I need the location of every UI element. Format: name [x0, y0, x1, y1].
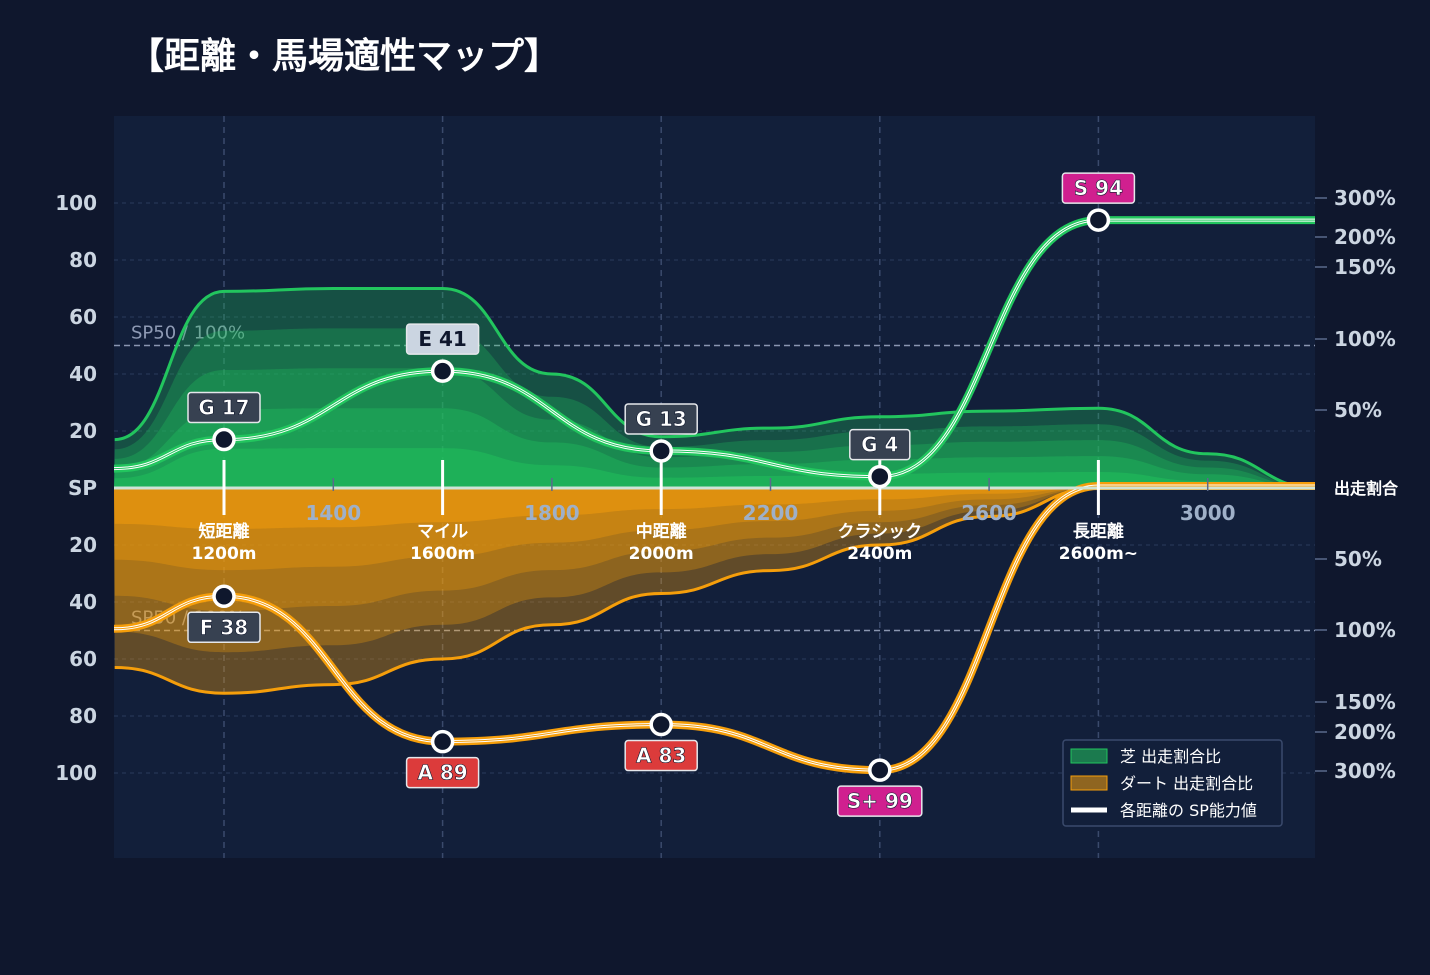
grade-badge: [187, 391, 261, 424]
right-tick-label: 300%: [1334, 186, 1396, 210]
right-tick-label: 50%: [1334, 398, 1382, 422]
distance-name: マイル: [417, 522, 468, 542]
legend-swatch: [1070, 775, 1108, 791]
y-tick-label: SP: [68, 476, 97, 500]
x-tick-label: 1400: [305, 501, 361, 525]
distance-name: 中距離: [636, 521, 687, 542]
x-tick-label: 2200: [743, 501, 799, 525]
distance-name: 短距離: [199, 521, 250, 542]
right-tick-label: 300%: [1334, 759, 1396, 783]
dirt-share-area: [114, 488, 1315, 694]
right-tick-label: 150%: [1334, 255, 1396, 279]
grade-labels: G 17 E 41 G 13 G 4 S 94 F 38 A 89 A 83 S+ 99: [187, 172, 1136, 817]
right-tick-label: 100%: [1334, 327, 1396, 351]
sp-point: [1086, 208, 1111, 232]
distance-value: 1600m: [410, 544, 475, 564]
sp-point: [649, 712, 673, 737]
y-tick-label: 20: [69, 533, 97, 557]
sp-point: [868, 464, 892, 489]
distance-value: 2600m~: [1059, 544, 1138, 564]
grade-badge: [1061, 172, 1136, 204]
x-tick-label: 2600: [961, 501, 1017, 525]
axes: 100 80 60 40 20 SP 20 40 60 80 100 1400 1800 2200 2600…: [55, 186, 1399, 785]
grade-badge: [624, 403, 698, 435]
distance-name: クラシック: [837, 522, 922, 542]
distance-name: 長距離: [1073, 521, 1124, 542]
turf-share-area: [114, 448, 1315, 488]
legend-label: 各距離の SP能力値: [1120, 801, 1257, 820]
sp-point: [868, 758, 892, 782]
sp-point: [649, 439, 673, 463]
sp-point: [212, 584, 236, 609]
y-tick-label: 60: [69, 647, 97, 671]
chart-title: 【距離・馬場適性マップ】: [128, 36, 560, 77]
turf-share-area: [114, 408, 1315, 488]
dirt-share-area: [114, 488, 1315, 653]
grade-label: G 13: [636, 407, 687, 431]
y-tick-label: 40: [69, 362, 97, 386]
y-tick-label: 100: [55, 191, 97, 215]
turf-share-line: [114, 286, 1315, 490]
y-tick-label: 80: [69, 248, 97, 272]
legend-label: 芝 出走割合比: [1120, 747, 1221, 766]
legend-box: [1062, 739, 1283, 827]
x-tick-label: 1800: [524, 501, 580, 525]
y-tick-label: 20: [69, 419, 97, 443]
legend-swatch: [1070, 748, 1108, 764]
grade-badge: [624, 739, 698, 772]
sp-point: [430, 729, 455, 754]
right-tick-label: 150%: [1334, 690, 1396, 714]
legend-label: ダート 出走割合比: [1120, 774, 1253, 793]
grade-label: A 83: [636, 744, 686, 768]
right-axis-center-label: 出走割合: [1334, 479, 1399, 498]
turf-share-area: [114, 328, 1315, 488]
grade-badge: [187, 611, 261, 644]
distance-value: 2400m: [847, 544, 912, 564]
grade-badge: [849, 428, 911, 461]
grade-label: A 89: [417, 761, 467, 785]
grade-label: G 17: [198, 396, 249, 420]
y-tick-label: 60: [69, 305, 97, 329]
grade-label: G 4: [861, 433, 898, 457]
x-tick-label: 3000: [1180, 501, 1236, 525]
grade-badge: [405, 323, 480, 355]
grade-label: S 94: [1074, 176, 1123, 200]
dirt-share-area: [114, 488, 1315, 529]
grade-label: S+ 99: [847, 789, 913, 813]
reference-line-label: SP50 / 100%: [131, 323, 245, 344]
y-tick-label: 80: [69, 704, 97, 728]
sp-point: [430, 359, 455, 383]
grade-badge: [405, 756, 480, 789]
grade-label: E 41: [418, 327, 466, 351]
distance-value: 1200m: [191, 544, 256, 564]
distance-value: 2000m: [629, 544, 694, 564]
y-tick-label: 40: [69, 590, 97, 614]
right-tick-label: 200%: [1334, 720, 1396, 744]
grade-badge: [837, 785, 923, 817]
right-tick-label: 200%: [1334, 225, 1396, 249]
right-tick-label: 100%: [1334, 618, 1396, 642]
dirt-share-line: [114, 486, 1315, 695]
turf-share-area: [114, 368, 1315, 488]
right-tick-label: 50%: [1334, 547, 1382, 571]
sp-point: [212, 427, 236, 452]
grade-label: F 38: [200, 615, 248, 639]
y-tick-label: 100: [55, 761, 97, 785]
